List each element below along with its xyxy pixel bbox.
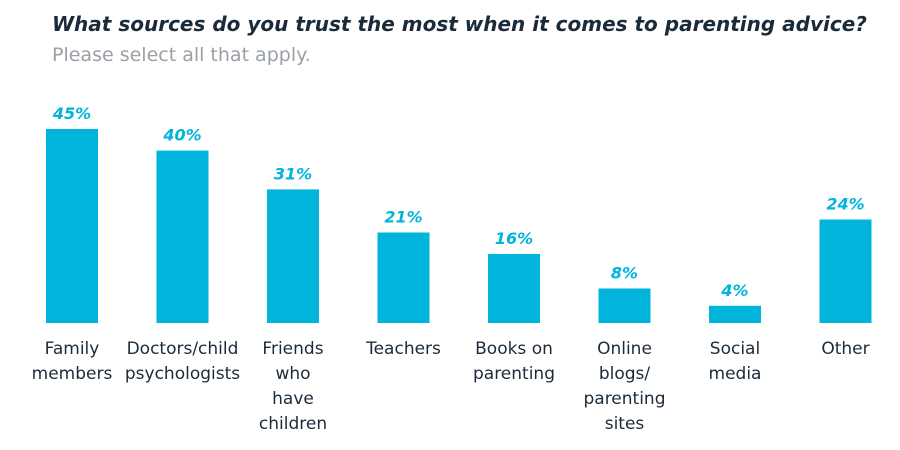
- value-label-7: 24%: [826, 195, 864, 214]
- category-label-6-line-1: media: [709, 364, 762, 384]
- category-label-2-line-3: children: [259, 414, 327, 434]
- category-label-6-line-0: Social: [710, 339, 760, 359]
- value-label-6: 4%: [720, 281, 748, 300]
- category-label-5-line-3: sites: [605, 414, 645, 434]
- category-label-2-line-2: have: [272, 389, 314, 409]
- bar-6: [709, 305, 761, 323]
- category-label-1-line-0: Doctors/child: [127, 339, 239, 359]
- category-label-0-line-0: Family: [45, 339, 100, 359]
- category-label-5: Online blogs/parenting sites: [583, 339, 665, 434]
- category-label-5-line-0: Online: [597, 339, 652, 359]
- chart-subtitle: Please select all that apply.: [52, 44, 311, 66]
- category-label-1-line-1: psychologists: [125, 364, 240, 384]
- chart-title: What sources do you trust the most when …: [52, 12, 867, 36]
- category-label-0: Family members: [32, 339, 113, 384]
- category-label-3-line-0: Teachers: [365, 339, 441, 359]
- value-label-3: 21%: [384, 208, 422, 227]
- category-label-4-line-1: parenting: [473, 364, 555, 384]
- category-label-5-line-1: blogs/: [599, 364, 651, 384]
- category-label-7: Other: [821, 339, 869, 359]
- category-label-3: Teachers: [365, 339, 441, 359]
- category-label-4: Books on parenting: [473, 339, 555, 384]
- bar-5: [598, 288, 651, 323]
- value-label-1: 40%: [162, 126, 201, 145]
- category-label-4-line-0: Books on: [475, 339, 553, 359]
- value-label-2: 31%: [274, 164, 312, 183]
- bar-1: [156, 150, 209, 323]
- value-label-5: 8%: [611, 264, 638, 283]
- value-label-0: 45%: [52, 104, 91, 123]
- category-label-2: Friends who have children: [259, 339, 327, 434]
- category-label-6: Social media: [709, 339, 762, 384]
- category-label-0-line-1: members: [32, 364, 113, 384]
- category-label-5-line-2: parenting: [583, 389, 665, 409]
- bar-4: [488, 254, 540, 323]
- bar-3: [377, 232, 430, 323]
- bar-0: [46, 129, 98, 323]
- category-label-2-line-1: who: [275, 364, 310, 384]
- category-label-7-line-0: Other: [821, 339, 869, 359]
- category-label-1: Doctors/child psychologists: [125, 339, 240, 384]
- bar-2: [267, 189, 319, 323]
- value-label-4: 16%: [495, 229, 533, 248]
- bar-7: [819, 219, 872, 323]
- category-label-2-line-0: Friends: [262, 339, 323, 359]
